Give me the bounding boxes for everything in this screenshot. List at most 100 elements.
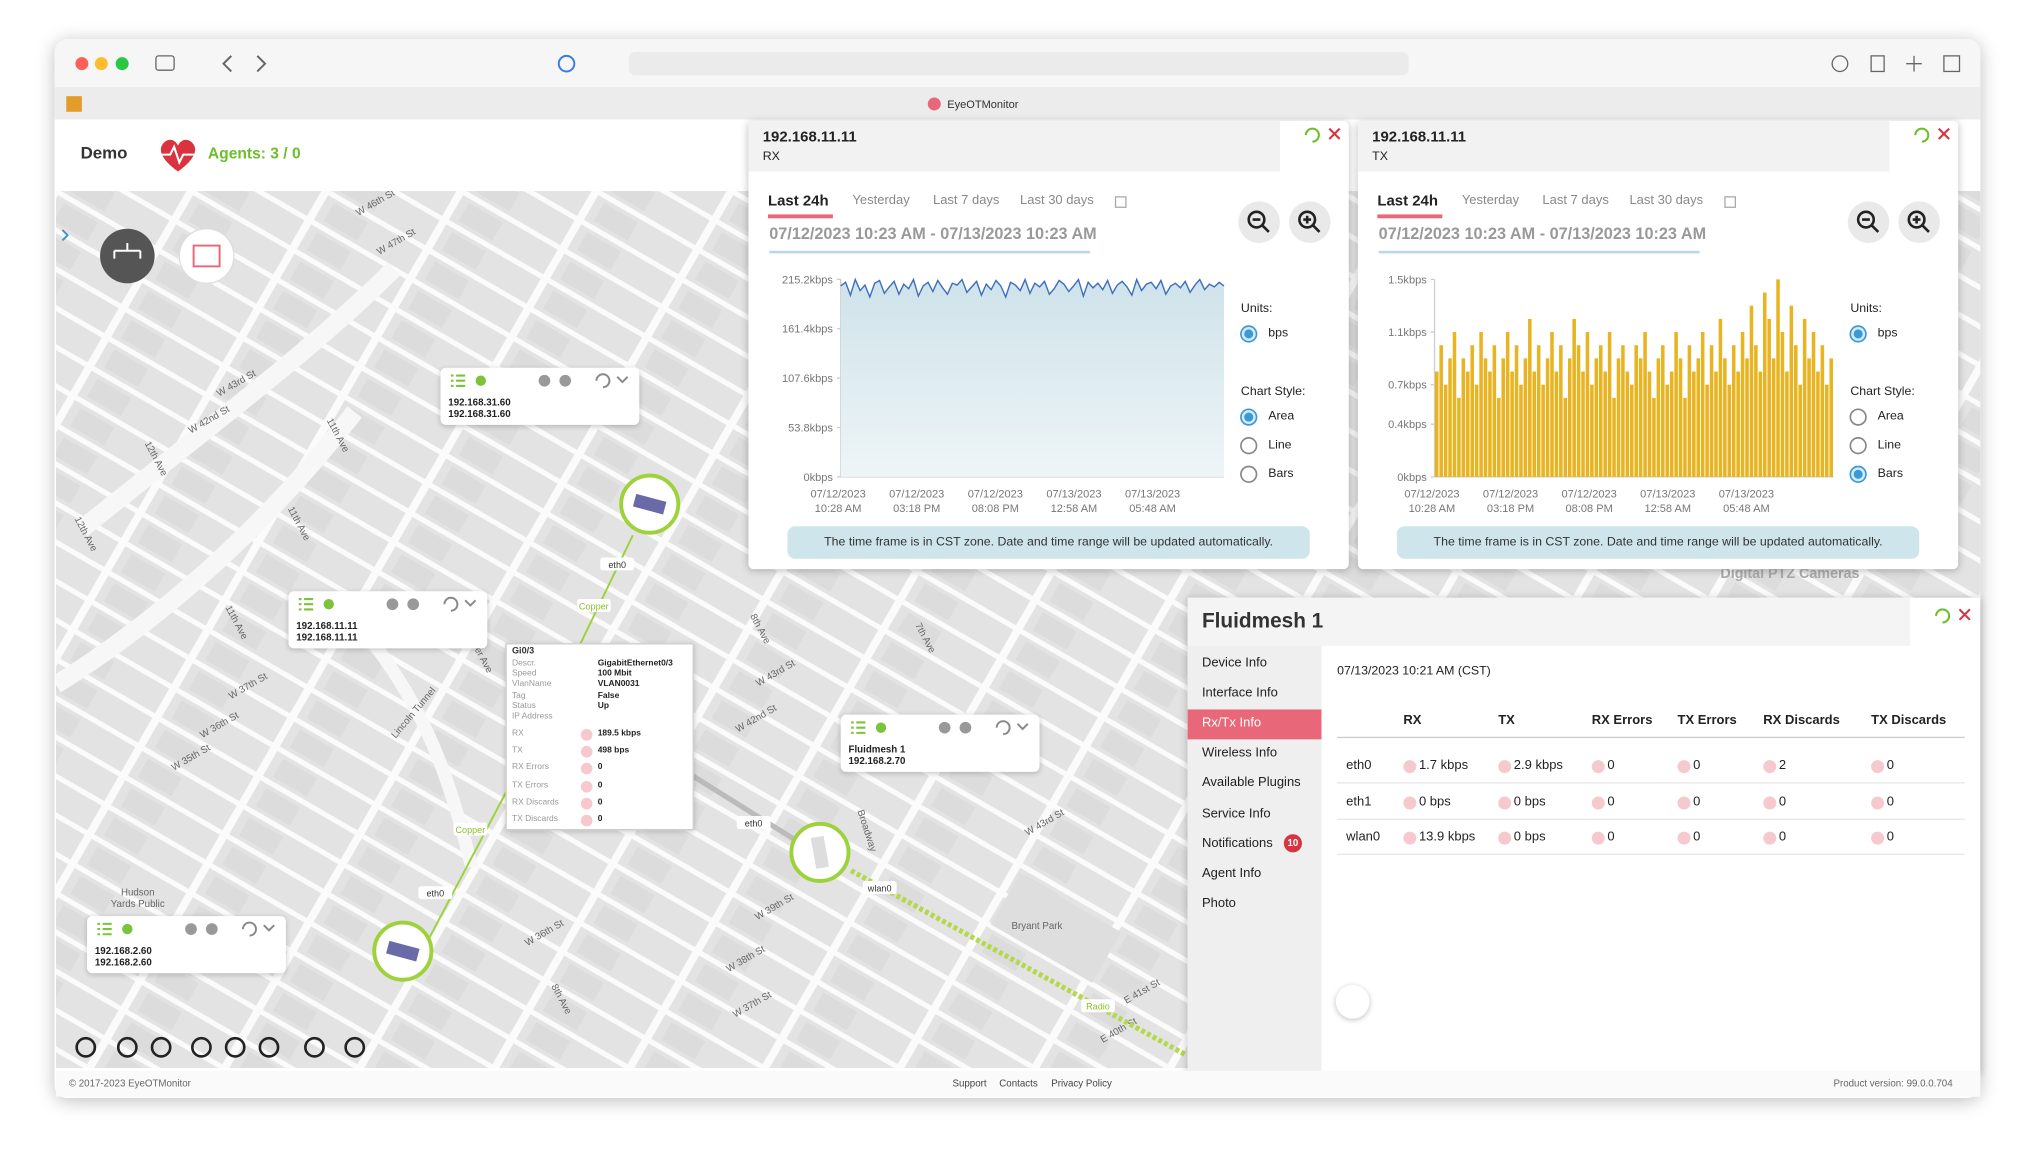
zoom-bg[interactable] <box>1289 201 1331 243</box>
time-tab[interactable]: Last 7 days <box>1542 193 1609 208</box>
close-icon[interactable] <box>1958 608 1971 621</box>
tool-button[interactable] <box>116 1036 138 1058</box>
radio-ring[interactable] <box>1240 465 1258 483</box>
menu-item[interactable]: Interface Info <box>1201 686 1278 701</box>
radio-ring[interactable] <box>1240 437 1258 455</box>
radio-label[interactable]: Line <box>1877 437 1901 453</box>
pause-icon <box>386 598 399 611</box>
edit-button[interactable] <box>1335 984 1370 1019</box>
time-tab[interactable]: Last 30 days <box>1020 193 1094 208</box>
style-label: Chart Style: <box>1850 384 1915 399</box>
menu-item[interactable]: Rx/Tx Info <box>1201 716 1262 731</box>
calendar-icon[interactable] <box>1114 196 1127 208</box>
area <box>840 279 1225 477</box>
new-tab-icon[interactable] <box>1906 55 1922 72</box>
radio-label[interactable]: Bars <box>1268 466 1294 481</box>
time-tab[interactable]: Last 24h <box>1377 193 1439 210</box>
menu-item[interactable]: Agent Info <box>1201 866 1262 881</box>
tool-button[interactable] <box>75 1036 97 1058</box>
tool-button[interactable] <box>224 1036 246 1058</box>
time-tab[interactable]: Last 30 days <box>1629 193 1704 208</box>
metric-icon <box>1763 760 1777 774</box>
menu-item[interactable]: Wireless Info <box>1201 746 1278 761</box>
radio-label[interactable]: bps <box>1877 326 1898 341</box>
bar <box>1559 345 1563 477</box>
pause-icon <box>185 923 197 935</box>
menu-item[interactable]: Service Info <box>1201 806 1271 821</box>
close-icon[interactable] <box>1937 127 1950 140</box>
radio-label[interactable]: Area <box>1877 409 1904 424</box>
bar <box>1567 358 1572 477</box>
port-popup[interactable]: Gi0/3 Descr. GigabitEthernet0/3 Speed 100 Mb… <box>505 643 694 831</box>
refresh-icon[interactable] <box>1304 127 1320 143</box>
menu-item[interactable]: Notifications <box>1201 836 1273 851</box>
extension-icon[interactable] <box>557 54 576 73</box>
metric-icon <box>1403 831 1417 845</box>
time-tab[interactable]: Yesterday <box>852 193 910 208</box>
zoom-lens <box>1907 210 1926 229</box>
radio-label[interactable]: Area <box>1268 409 1295 424</box>
bar <box>1807 358 1811 477</box>
bar <box>1754 345 1758 477</box>
metric-label: TX Errors <box>511 780 549 790</box>
footer-link[interactable]: Privacy Policy <box>1051 1077 1112 1089</box>
device-card[interactable]: 192.168.31.60 192.168.31.60 <box>440 367 640 425</box>
metric-icon <box>1677 795 1691 809</box>
tool-button[interactable] <box>304 1036 325 1058</box>
device-card[interactable]: 192.168.11.11 192.168.11.11 <box>288 591 488 649</box>
calendar-icon[interactable] <box>1724 196 1736 208</box>
sidebar-icon[interactable] <box>155 55 175 71</box>
metric-icon <box>580 780 593 793</box>
time-tab[interactable]: Last 7 days <box>932 193 1000 208</box>
address-bar[interactable] <box>628 51 1409 76</box>
map-icon <box>192 244 221 268</box>
share-icon[interactable] <box>1870 55 1885 73</box>
download-icon[interactable] <box>1831 55 1849 73</box>
menu-item[interactable]: Device Info <box>1201 656 1267 671</box>
radio-label[interactable]: Line <box>1268 437 1292 453</box>
zoom-bg[interactable] <box>1847 201 1890 243</box>
metric-icon <box>580 814 593 827</box>
bar <box>1514 345 1519 477</box>
map-button[interactable] <box>178 228 235 284</box>
bar <box>1811 332 1816 477</box>
refresh-icon[interactable] <box>1914 127 1930 143</box>
metric-label: RX <box>511 728 524 739</box>
tab-title[interactable]: EyeOTMonitor <box>947 99 1018 111</box>
tabs-icon[interactable] <box>1943 55 1961 73</box>
popup-title: Gi0/3 <box>511 647 535 657</box>
radio-ring[interactable] <box>1849 408 1867 426</box>
device-card[interactable]: 192.168.2.60 192.168.2.60 <box>87 916 286 974</box>
chart: 0kbps 53.8kbps 107.6kbps 161.4kbps 215.2kbps… <box>782 274 1225 515</box>
footer-link[interactable]: Support <box>952 1077 987 1089</box>
bar <box>1483 358 1488 477</box>
device-node[interactable] <box>619 473 681 535</box>
tool-button[interactable] <box>258 1036 280 1058</box>
menu-item[interactable]: Available Plugins <box>1201 776 1301 791</box>
refresh-icon[interactable] <box>1935 608 1951 624</box>
minimize-button[interactable] <box>94 57 108 71</box>
time-tab[interactable]: Last 24h <box>767 193 829 210</box>
device-node[interactable] <box>789 821 851 883</box>
cell-value: 0 bps <box>1513 830 1546 845</box>
topology-button[interactable] <box>100 228 155 284</box>
expand-arrow[interactable] <box>61 229 69 242</box>
tool-button[interactable] <box>344 1036 366 1058</box>
radio-label[interactable]: Bars <box>1877 466 1904 481</box>
time-tab[interactable]: Yesterday <box>1461 193 1520 208</box>
close-icon[interactable] <box>1328 127 1341 140</box>
zoom-bg[interactable] <box>1238 201 1280 243</box>
menu-item[interactable]: Photo <box>1201 896 1236 911</box>
radio-ring[interactable] <box>1849 437 1867 455</box>
zoom-button[interactable] <box>115 57 129 71</box>
footer-link[interactable]: Contacts <box>999 1077 1038 1089</box>
nav-arrows[interactable] <box>222 55 267 73</box>
tool-button[interactable] <box>191 1036 212 1058</box>
device-node[interactable] <box>372 920 434 982</box>
device-card[interactable]: Fluidmesh 1 192.168.2.70 <box>840 714 1040 772</box>
radio-label[interactable]: bps <box>1268 326 1289 341</box>
bar <box>1474 384 1479 477</box>
tool-button[interactable] <box>150 1036 172 1058</box>
zoom-bg[interactable] <box>1898 201 1941 243</box>
close-button[interactable] <box>75 57 89 71</box>
